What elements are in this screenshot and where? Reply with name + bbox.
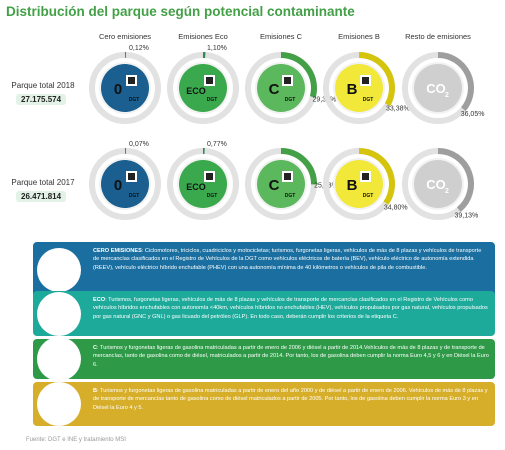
sticker-letter: 0 <box>114 177 122 194</box>
c-sticker-icon <box>37 337 81 381</box>
sticker-letter: ECO <box>186 182 206 192</box>
co2-sticker-icon <box>414 160 462 208</box>
sticker-letter: B <box>347 81 358 98</box>
dgt-logo-icon: DGT <box>129 97 140 103</box>
dgt-logo-icon: DGT <box>129 193 140 199</box>
dgt-logo-icon: DGT <box>285 193 296 199</box>
column-header-b: Emisiones B <box>338 32 380 41</box>
dgt-logo-icon: DGT <box>363 97 374 103</box>
dgt-logo-icon: DGT <box>285 97 296 103</box>
b-sticker-icon <box>335 64 383 112</box>
sticker-letter: ECO <box>186 86 206 96</box>
legend-text: : Ciclomotores, triciclos, cuadriciclos … <box>93 248 482 271</box>
legend-key: C <box>93 345 98 351</box>
co2-label: CO <box>426 177 446 192</box>
qr-code-icon <box>362 173 369 180</box>
row-label-2017: Parque total 2017 <box>11 178 75 187</box>
data-label: 0,77% <box>207 141 227 148</box>
donut-slice <box>437 148 474 212</box>
donut-slice <box>358 148 395 205</box>
page-title: Distribución del parque según potencial … <box>6 4 355 19</box>
qr-code-icon <box>206 77 213 84</box>
b-sticker-icon <box>335 160 383 208</box>
co2-subscript: 2 <box>445 188 449 195</box>
column-header-c: Emisiones C <box>259 32 303 41</box>
zero-sticker-icon <box>37 248 81 292</box>
data-label: 39,13% <box>455 212 479 219</box>
row-total-2017: 26.471.814 <box>16 191 67 202</box>
legend-zero: CERO EMISIONES: Ciclomotores, triciclos,… <box>33 242 495 298</box>
donut-slice <box>437 52 474 112</box>
legend-b: B: Turismos y furgonetas ligeras de gaso… <box>33 382 495 426</box>
legend-c: C: Turismos y furgonetas ligeras de gaso… <box>33 337 495 381</box>
dgt-logo-icon: DGT <box>207 193 218 199</box>
donut-slice <box>280 52 317 98</box>
legend-key: CERO EMISIONES <box>93 248 142 254</box>
co2-label: CO <box>426 81 446 96</box>
legend-text: : Turismos, furgonetas ligeras, vehículo… <box>93 297 488 320</box>
eco-sticker-icon <box>37 291 81 336</box>
qr-code-icon <box>128 173 135 180</box>
legend-text: : Turismos y furgonetas ligeras de gasol… <box>93 388 488 411</box>
column-header-zero: Cero emisiones <box>98 32 152 41</box>
row-total-2018: 27.175.574 <box>16 94 67 105</box>
sticker-letter: C <box>269 177 280 194</box>
co2-sticker-icon <box>414 64 462 112</box>
sticker-letter: B <box>347 177 358 194</box>
donut-slice <box>280 148 317 185</box>
column-header-eco: Emisiones Eco <box>178 32 228 41</box>
sticker-letter: C <box>269 81 280 98</box>
data-label: 1,10% <box>207 45 227 52</box>
dgt-logo-icon: DGT <box>207 97 218 103</box>
data-label: 33,38% <box>386 106 410 113</box>
data-label: 36,05% <box>461 111 485 118</box>
source-note: Fuente: DGT e INE y tratamiento MSI <box>26 437 126 443</box>
zero-sticker-icon <box>101 64 149 112</box>
qr-code-icon <box>284 77 291 84</box>
data-label: 29,35% <box>312 97 336 104</box>
legend-key: B <box>93 388 98 394</box>
row-label-2018: Parque total 2018 <box>11 81 75 90</box>
legend-eco: ECO: Turismos, furgonetas ligeras, vehíc… <box>33 291 495 336</box>
qr-code-icon <box>284 173 291 180</box>
co2-subscript: 2 <box>445 92 449 99</box>
c-sticker-icon <box>257 160 305 208</box>
qr-code-icon <box>362 77 369 84</box>
c-sticker-icon <box>257 64 305 112</box>
data-label: 34,80% <box>384 205 408 212</box>
dgt-logo-icon: DGT <box>363 193 374 199</box>
zero-sticker-icon <box>101 160 149 208</box>
legend-text: : Turismos y furgonetas ligeras de gasol… <box>93 345 489 368</box>
qr-code-icon <box>128 77 135 84</box>
data-label: 0,07% <box>129 141 149 148</box>
donut-slice <box>358 52 395 107</box>
column-header-rest: Resto de emisiones <box>405 32 471 41</box>
sticker-letter: 0 <box>114 81 122 98</box>
b-sticker-icon <box>37 382 81 426</box>
data-label: 0,12% <box>129 45 149 52</box>
qr-code-icon <box>206 173 213 180</box>
legend-key: ECO <box>93 297 106 303</box>
